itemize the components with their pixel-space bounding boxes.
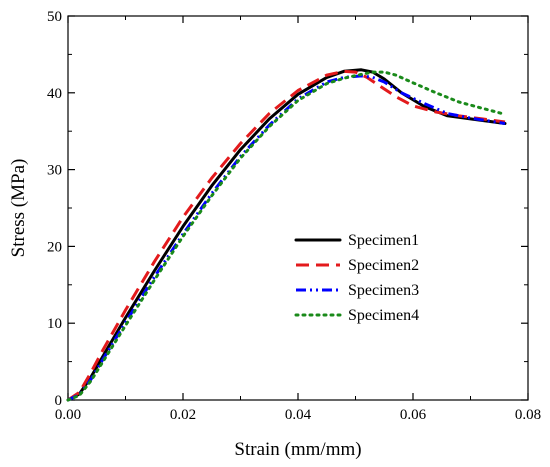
axis-ticks <box>67 15 529 401</box>
legend-label: Specimen3 <box>348 282 419 299</box>
series-lines <box>66 68 507 402</box>
x-tick-label: 0.04 <box>285 407 312 423</box>
legend: Specimen1 Specimen2 Specimen3 Specimen4 <box>294 232 419 324</box>
plot-area-frame <box>67 15 529 401</box>
y-tick-label: 20 <box>47 239 62 255</box>
axis-tick-labels: 0.00 0.02 0.04 0.06 0.08 0 10 20 30 40 50 <box>47 9 541 423</box>
x-tick-label: 0.02 <box>170 407 196 423</box>
series-line-specimen3 <box>67 74 506 402</box>
series-line-specimen2 <box>67 69 506 402</box>
x-axis-title: Strain (mm/mm) <box>234 439 361 460</box>
y-tick-label: 30 <box>47 163 62 179</box>
legend-label: Specimen1 <box>348 232 419 249</box>
series-line-specimen1 <box>66 68 507 402</box>
y-tick-label: 50 <box>47 9 62 25</box>
y-tick-label: 0 <box>55 393 63 409</box>
series-line-specimen4 <box>66 70 507 402</box>
legend-label: Specimen2 <box>348 257 419 274</box>
x-tick-label: 0.08 <box>515 407 541 423</box>
x-tick-label: 0.06 <box>400 407 427 423</box>
y-tick-label: 40 <box>47 86 62 102</box>
x-tick-label: 0.00 <box>55 407 81 423</box>
y-tick-label: 10 <box>47 316 62 332</box>
legend-label: Specimen4 <box>348 307 419 324</box>
y-axis-title: Stress (MPa) <box>8 159 29 258</box>
